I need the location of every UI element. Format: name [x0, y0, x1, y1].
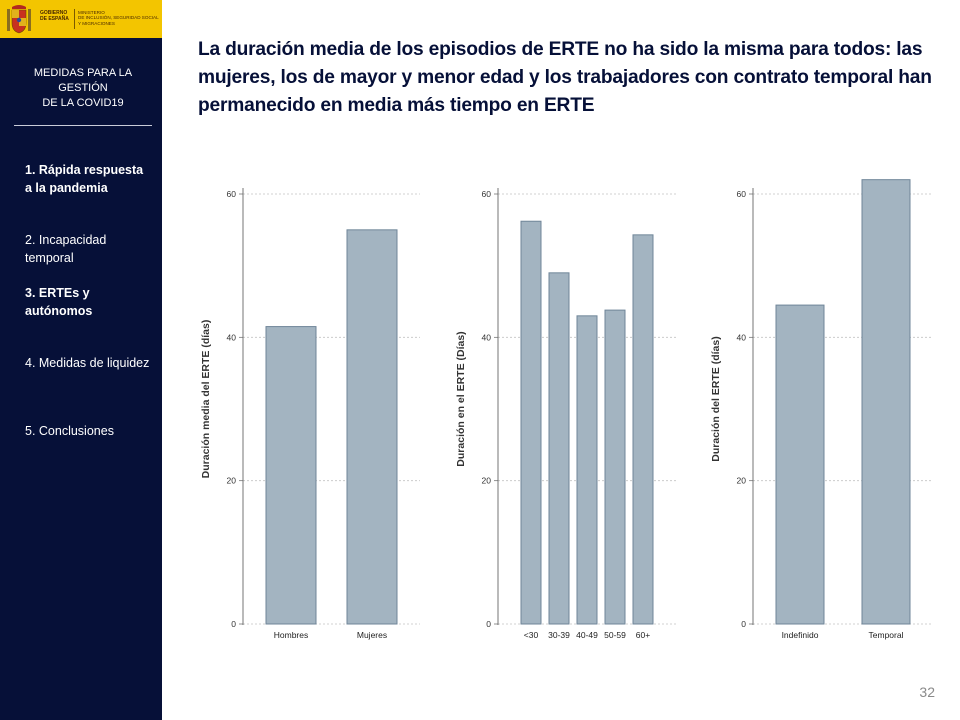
y-tick-label: 40 [737, 332, 747, 342]
y-tick-label: 60 [227, 189, 237, 199]
bar-Mujeres [346, 229, 398, 625]
government-label: GOBIERNO DE ESPAÑA [40, 10, 69, 22]
x-tick-label: 30-39 [548, 630, 570, 640]
y-axis-label: Duración del ERTE (días) [710, 336, 722, 461]
x-tick-label: Indefinido [782, 630, 819, 640]
sidebar-divider [14, 125, 152, 126]
x-tick-label: 50-59 [604, 630, 626, 640]
page-number: 32 [919, 684, 935, 700]
sidebar-item-liquidity[interactable]: 4. Medidas de liquidez [25, 356, 150, 370]
x-tick-label: 60+ [636, 630, 650, 640]
government-logo: GOBIERNO DE ESPAÑA MINISTERIO DE INCLUSI… [0, 0, 162, 38]
slide-heading: La duración media de los episodios de ER… [198, 39, 932, 116]
y-tick-label: 0 [486, 619, 491, 629]
y-tick-label: 60 [482, 189, 492, 199]
y-tick-label: 0 [231, 619, 236, 629]
y-tick-label: 20 [227, 476, 237, 486]
sidebar: GOBIERNO DE ESPAÑA MINISTERIO DE INCLUSI… [0, 0, 162, 720]
y-tick-label: 40 [227, 332, 237, 342]
bar-Temporal [861, 179, 911, 625]
bar-40-49 [576, 315, 598, 625]
y-tick-label: 20 [737, 476, 747, 486]
x-tick-label: 40-49 [576, 630, 598, 640]
y-tick-label: 60 [737, 189, 747, 199]
x-tick-label: Hombres [274, 630, 308, 640]
y-tick-label: 20 [482, 476, 492, 486]
x-tick-label: <30 [524, 630, 539, 640]
sidebar-title: MEDIDAS PARA LA GESTIÓN DE LA COVID19 [33, 67, 133, 109]
logo-divider [74, 9, 75, 29]
x-tick-label: Temporal [869, 630, 904, 640]
y-tick-label: 40 [482, 332, 492, 342]
x-tick-label: Mujeres [357, 630, 387, 640]
bar-Indefinido [775, 304, 825, 625]
ministry-label: MINISTERIO DE INCLUSIÓN, SEGURIDAD SOCIA… [78, 10, 159, 26]
sidebar-item-rapid-response[interactable]: 1. Rápida respuesta a la pandemia [25, 163, 144, 195]
coat-of-arms-icon [7, 5, 31, 34]
y-axis-label: Duración media del ERTE (días) [200, 320, 212, 479]
bar-<30 [520, 220, 542, 625]
y-axis-label: Duración en el ERTE (Días) [455, 331, 467, 466]
bar-30-39 [548, 272, 570, 625]
bar-Hombres [265, 326, 317, 625]
sidebar-item-temporary-incapacity[interactable]: 2. Incapacidad temporal [25, 233, 107, 265]
y-tick-label: 0 [741, 619, 746, 629]
sidebar-item-conclusions[interactable]: 5. Conclusiones [25, 424, 114, 438]
bar-60+ [632, 234, 654, 625]
bar-50-59 [604, 309, 626, 625]
sidebar-item-ertes[interactable]: 3. ERTEs y autónomos [25, 286, 93, 318]
